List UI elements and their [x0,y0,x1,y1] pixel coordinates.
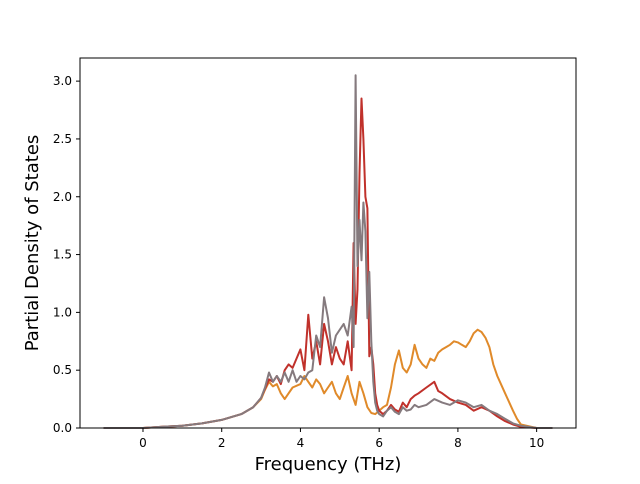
x-tick-label: 8 [454,436,462,450]
x-tick-label: 4 [297,436,305,450]
series-layer [103,74,553,429]
y-tick-label: 2.5 [53,132,72,146]
tick-layer: 0 2 4 6 8 10 0.0 0.5 1.0 1.5 2.0 2.5 3.0 [53,74,544,450]
y-tick-label: 1.5 [53,248,72,262]
y-tick-label: 0.0 [53,421,72,435]
x-tick-label: 0 [139,436,147,450]
y-tick-label: 1.0 [53,305,72,319]
x-tick-label: 10 [529,436,544,450]
plot-frame [79,57,577,429]
y-tick-label: 0.5 [53,363,72,377]
y-axis-label: Partial Density of States [22,135,43,352]
x-tick-label: 6 [375,436,383,450]
series-line-3 [103,74,553,429]
x-axis-label: Frequency (THz) [255,454,402,475]
y-tick-label: 3.0 [53,74,72,88]
x-tick-label: 2 [218,436,226,450]
y-tick-label: 2.0 [53,190,72,204]
